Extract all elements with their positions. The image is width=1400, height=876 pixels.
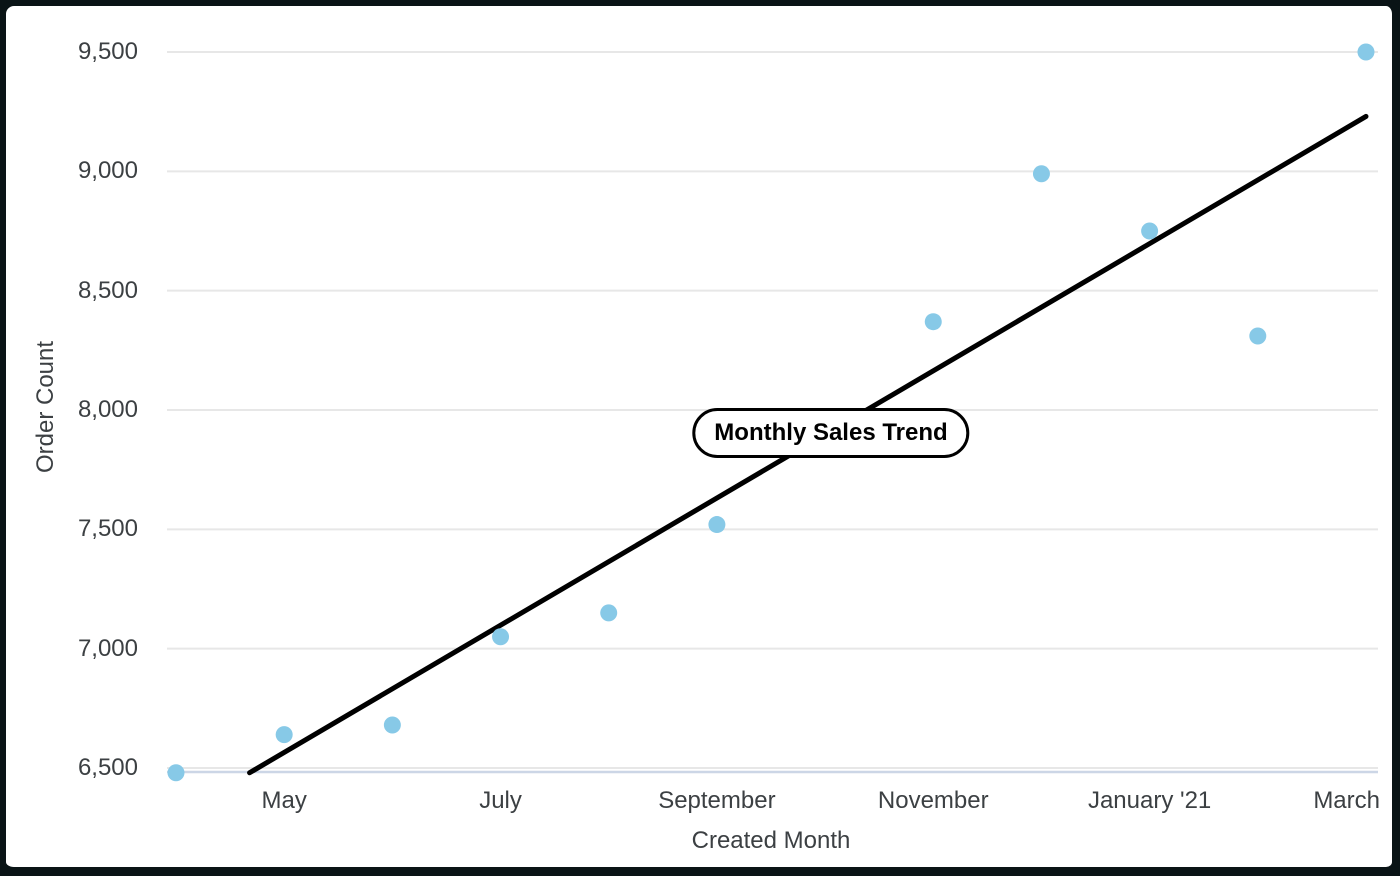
y-tick-label: 9,000	[77, 157, 138, 185]
x-axis-title: Created Month	[691, 827, 851, 854]
y-tick-label: 9,500	[77, 38, 138, 65]
x-tick-label: May	[261, 787, 307, 814]
data-point[interactable]	[167, 764, 185, 782]
data-point[interactable]	[275, 726, 293, 744]
y-axis-title: Order Count	[32, 340, 59, 474]
y-tick-label: 7,500	[77, 515, 138, 543]
data-point[interactable]	[383, 716, 401, 734]
x-tick-label: July	[479, 787, 522, 814]
x-tick-label: January '21	[1087, 787, 1212, 814]
y-tick-label: 6,500	[77, 754, 138, 781]
chart-title-text: Monthly Sales Trend	[714, 419, 948, 446]
data-point[interactable]	[924, 313, 942, 331]
data-point[interactable]	[600, 604, 618, 622]
y-tick-label: 8,000	[77, 396, 138, 423]
chart-title-badge[interactable]: Monthly Sales Trend	[692, 408, 970, 458]
data-point[interactable]	[708, 516, 726, 534]
data-point[interactable]	[1357, 43, 1375, 61]
data-point[interactable]	[1249, 327, 1267, 345]
x-tick-label: November	[877, 787, 989, 814]
x-tick-label: March	[1313, 787, 1380, 814]
y-tick-label: 8,500	[77, 276, 138, 304]
x-tick-label: September	[658, 787, 776, 814]
data-point[interactable]	[492, 628, 510, 646]
data-point[interactable]	[1141, 222, 1159, 240]
data-point[interactable]	[1032, 165, 1050, 183]
y-tick-label: 7,000	[77, 634, 138, 662]
